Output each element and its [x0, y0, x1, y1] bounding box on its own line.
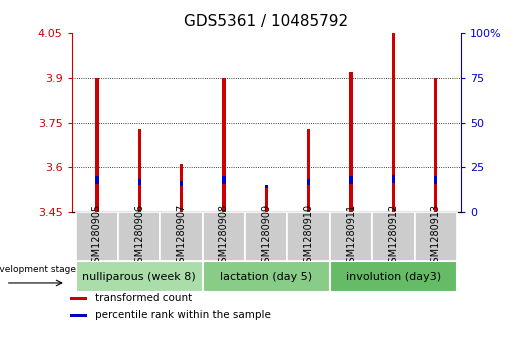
Bar [245, 212, 287, 261]
Bar [180, 164, 183, 212]
Bar [434, 176, 437, 184]
Bar [138, 179, 141, 185]
Bar [222, 78, 226, 212]
Bar [264, 185, 268, 212]
Text: GSM1280912: GSM1280912 [388, 204, 399, 269]
Text: nulliparous (week 8): nulliparous (week 8) [83, 272, 196, 282]
Text: GSM1280905: GSM1280905 [92, 204, 102, 269]
Bar [95, 176, 99, 184]
Bar [70, 297, 87, 299]
Bar [307, 129, 311, 212]
Bar [95, 78, 99, 212]
Bar [161, 212, 203, 261]
Bar [203, 212, 245, 261]
Bar [203, 261, 330, 292]
Bar [118, 212, 161, 261]
Bar [180, 181, 183, 186]
Bar [330, 261, 457, 292]
Bar [392, 33, 395, 212]
Bar [392, 175, 395, 183]
Text: GSM1280907: GSM1280907 [176, 204, 187, 269]
Bar [222, 176, 226, 184]
Bar [372, 212, 414, 261]
Text: GSM1280910: GSM1280910 [304, 204, 314, 269]
Bar [76, 212, 118, 261]
Text: GSM1280906: GSM1280906 [134, 204, 144, 269]
Text: development stage: development stage [0, 265, 76, 274]
Text: GSM1280909: GSM1280909 [261, 204, 271, 269]
Text: percentile rank within the sample: percentile rank within the sample [95, 310, 271, 321]
Text: GSM1280911: GSM1280911 [346, 204, 356, 269]
Title: GDS5361 / 10485792: GDS5361 / 10485792 [184, 14, 348, 29]
Bar [414, 212, 457, 261]
Text: GSM1280913: GSM1280913 [431, 204, 440, 269]
Bar [349, 176, 352, 184]
Bar [349, 72, 352, 212]
Bar [76, 261, 203, 292]
Text: transformed count: transformed count [95, 293, 192, 303]
Bar [70, 314, 87, 317]
Text: involution (day3): involution (day3) [346, 272, 441, 282]
Bar [330, 212, 372, 261]
Bar [264, 185, 268, 188]
Bar [307, 179, 311, 185]
Text: GSM1280908: GSM1280908 [219, 204, 229, 269]
Bar [434, 78, 437, 212]
Bar [287, 212, 330, 261]
Bar [138, 129, 141, 212]
Text: lactation (day 5): lactation (day 5) [220, 272, 312, 282]
